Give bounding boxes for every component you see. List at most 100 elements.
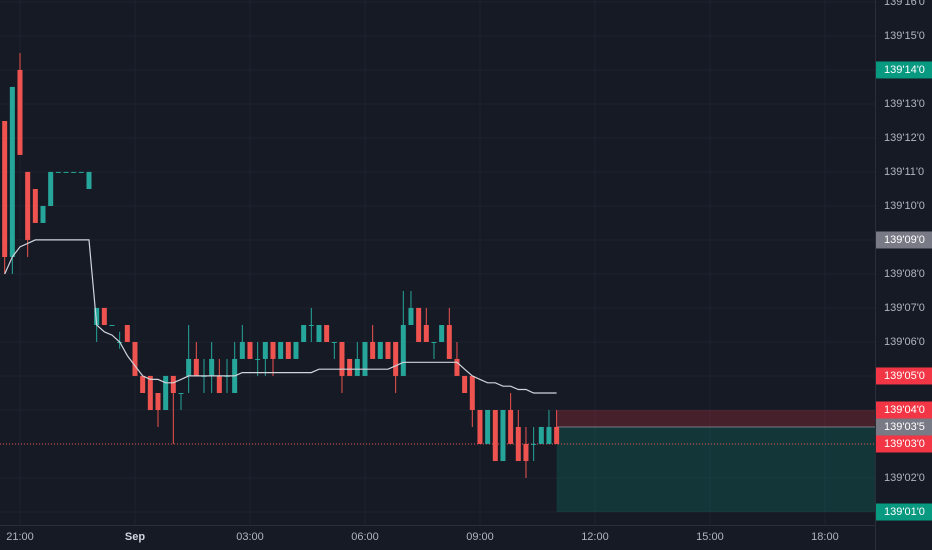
candle-body — [454, 358, 460, 376]
price-label: 139'04'0 — [884, 404, 925, 416]
y-tick-label: 139'16'0 — [884, 0, 925, 8]
candle-body — [446, 325, 452, 359]
stop-zone — [556, 409, 875, 427]
candle-body — [78, 171, 84, 173]
candle-body — [393, 341, 399, 376]
x-tick-label: 15:00 — [696, 531, 724, 543]
candle-body — [308, 325, 314, 327]
x-tick-label: 21:00 — [6, 531, 34, 543]
candle-body — [186, 358, 192, 376]
candle-body — [147, 375, 153, 410]
y-tick-label: 139'07'0 — [884, 302, 925, 314]
price-label: 139'05'0 — [884, 370, 925, 382]
y-tick-label: 139'02'0 — [884, 472, 925, 484]
price-label: 139'01'0 — [884, 506, 925, 518]
candle-body — [255, 358, 261, 360]
candle-body — [423, 325, 429, 342]
candle-body — [40, 205, 46, 223]
y-tick-label: 139'08'0 — [884, 268, 925, 280]
candle-body — [163, 375, 169, 410]
candle-body — [216, 375, 222, 394]
candle-body — [278, 341, 284, 359]
candle-body — [324, 325, 330, 342]
candle-body — [400, 325, 406, 376]
candle-body — [193, 358, 199, 376]
candle-body — [9, 86, 15, 258]
price-label-box — [876, 231, 932, 249]
candle-body — [155, 393, 161, 410]
candle-body — [2, 120, 8, 258]
candle-body — [531, 443, 537, 445]
x-tick-label: 09:00 — [466, 531, 494, 543]
candle-body — [416, 307, 422, 342]
target-zone — [556, 426, 875, 512]
y-tick-label: 139'12'0 — [884, 132, 925, 144]
candle-body — [140, 375, 146, 394]
candle-body — [515, 426, 521, 462]
price-label: 139'14'0 — [884, 64, 925, 76]
candle-body — [293, 341, 299, 359]
candle-body — [285, 341, 291, 359]
candle-body — [48, 171, 54, 206]
candle-body — [385, 341, 391, 359]
y-tick-label: 139'11'0 — [884, 166, 924, 178]
candle-body — [270, 341, 276, 359]
candle-body — [124, 325, 130, 342]
candle-body — [32, 189, 38, 223]
candle-body — [492, 409, 498, 462]
price-label-box — [876, 401, 932, 419]
y-tick-label: 139'15'0 — [884, 30, 925, 42]
x-tick-label: Sep — [125, 531, 145, 543]
price-label-box — [876, 418, 932, 436]
price-label: 139'03'0 — [884, 438, 925, 450]
candle-body — [554, 426, 560, 444]
candle-body — [132, 341, 138, 376]
price-label-box — [876, 367, 932, 385]
moving-average — [4, 239, 557, 394]
candle-body — [101, 307, 107, 326]
candle-body — [94, 307, 100, 326]
candle-body — [178, 393, 184, 395]
price-label-box — [876, 435, 932, 453]
candle-body — [546, 426, 552, 444]
candle-body — [377, 341, 383, 359]
candle-body — [239, 341, 245, 359]
candle-body — [408, 307, 414, 326]
candle-body — [86, 171, 92, 189]
candle-body — [347, 358, 353, 376]
x-tick-label: 12:00 — [581, 531, 609, 543]
candle-body — [109, 325, 115, 327]
x-tick-label: 18:00 — [811, 531, 839, 543]
price-axis — [875, 0, 932, 550]
candle-body — [301, 325, 307, 342]
y-tick-label: 139'10'0 — [884, 200, 925, 212]
price-label-box — [876, 61, 932, 79]
candle-body — [462, 375, 468, 394]
candle-body — [316, 325, 322, 342]
price-label: 139'09'0 — [884, 234, 925, 246]
candle-body — [370, 341, 376, 359]
candle-body — [469, 375, 475, 410]
candle-body — [17, 69, 23, 155]
candle-body — [55, 171, 61, 173]
candle-body — [247, 341, 253, 359]
candle-body — [339, 341, 345, 376]
candle-body — [354, 358, 360, 376]
candle-body — [523, 443, 529, 462]
candle-body — [331, 341, 337, 343]
candle-body — [538, 426, 544, 444]
x-tick-label: 06:00 — [351, 531, 379, 543]
candle-body — [25, 171, 31, 240]
candle-body — [500, 409, 506, 462]
x-tick-label: 03:00 — [236, 531, 264, 543]
price-label-box — [876, 503, 932, 521]
candle-body — [209, 358, 215, 376]
candle-body — [477, 409, 483, 444]
y-tick-label: 139'13'0 — [884, 98, 925, 110]
candle-body — [170, 375, 176, 394]
candle-body — [431, 341, 437, 343]
candle-body — [63, 171, 69, 173]
